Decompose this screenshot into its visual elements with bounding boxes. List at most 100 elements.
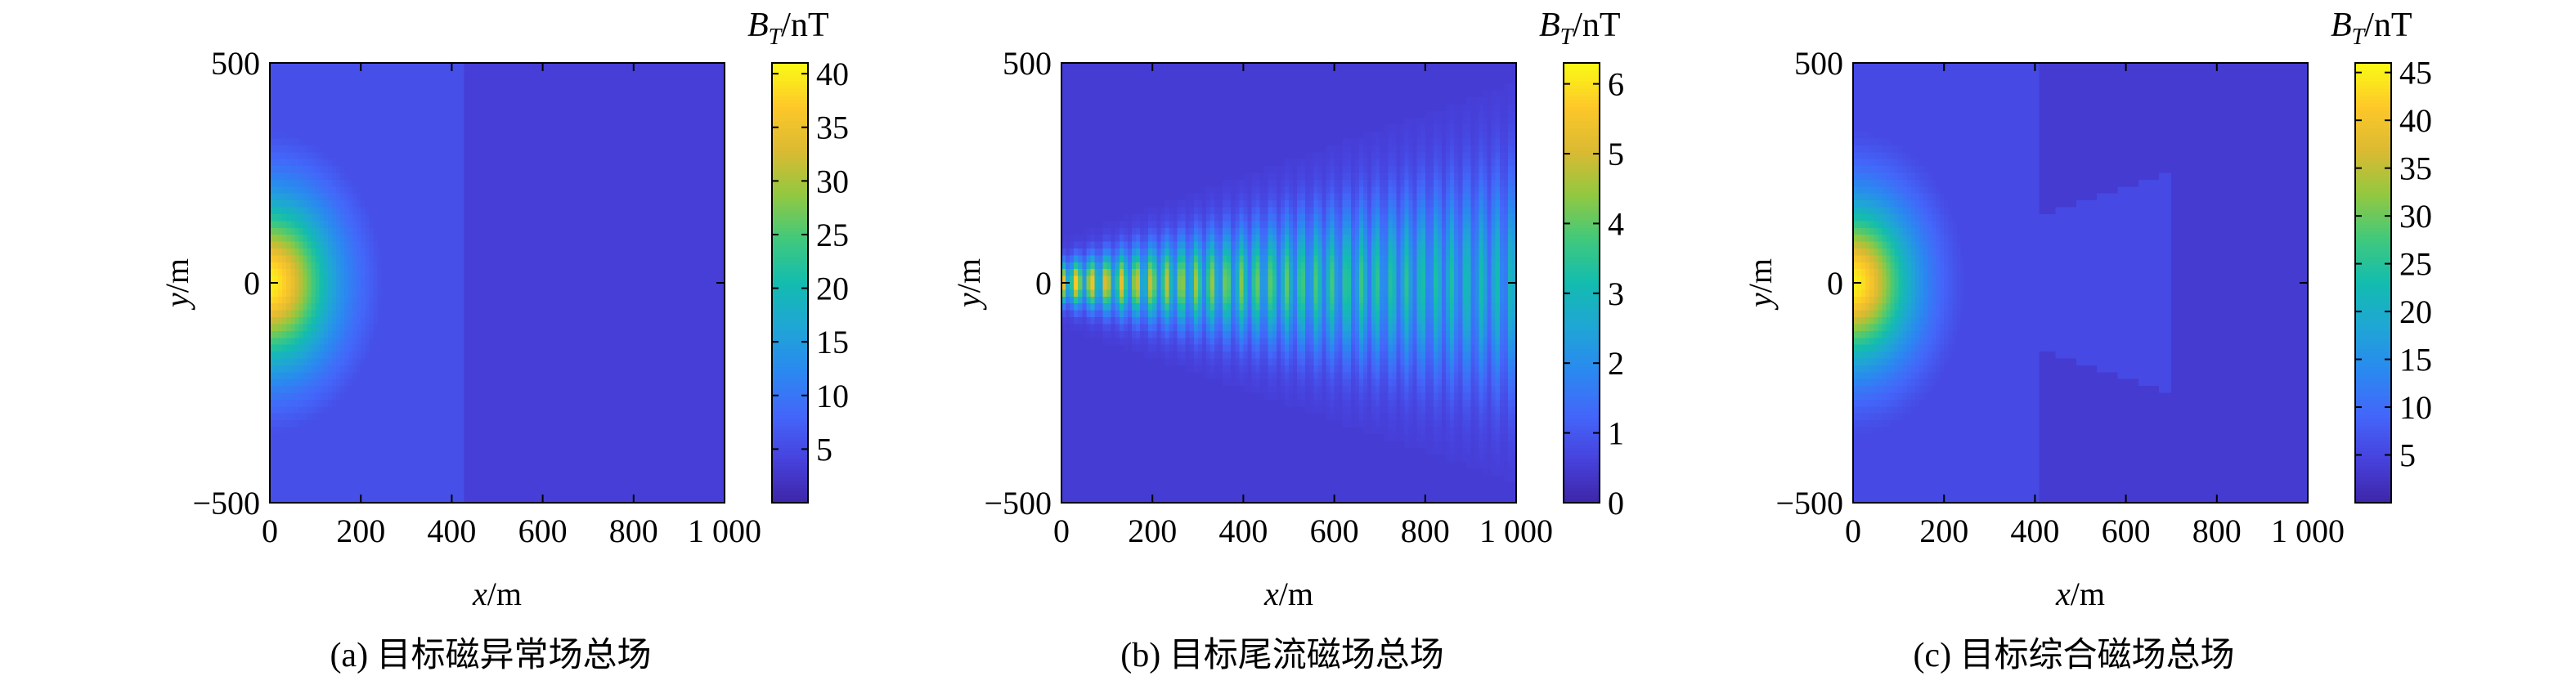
heatmap-cell (348, 200, 353, 208)
heatmap-cell (414, 427, 420, 435)
heatmap-cell (423, 420, 428, 428)
heatmap-cell (385, 399, 391, 407)
heatmap-cell (447, 63, 452, 71)
heatmap-cell (270, 289, 275, 298)
heatmap-cell (464, 235, 469, 243)
heatmap-cell (588, 386, 593, 394)
heatmap-cell (348, 495, 353, 504)
heatmap-cell (423, 495, 428, 504)
heatmap-cell (497, 495, 502, 504)
heatmap-cell (327, 255, 333, 263)
heatmap-cell (307, 399, 312, 407)
heatmap-cell (389, 235, 395, 243)
heatmap-cell (319, 255, 325, 263)
heatmap-cell (588, 200, 593, 208)
heatmap-cell (518, 365, 523, 373)
heatmap-cell (315, 461, 321, 469)
heatmap-cell (488, 241, 494, 249)
heatmap-cell (389, 454, 395, 463)
heatmap-cell (567, 454, 572, 463)
heatmap-cell (439, 110, 444, 119)
heatmap-cell (323, 235, 329, 243)
heatmap-cell (472, 433, 478, 441)
heatmap-cell (472, 269, 478, 277)
heatmap-cell (327, 310, 333, 318)
heatmap-cell (571, 372, 577, 380)
heatmap-cell (335, 386, 341, 394)
heatmap-cell (393, 481, 399, 490)
heatmap-cell (480, 392, 486, 401)
heatmap-cell (418, 110, 424, 119)
heatmap-cell (567, 468, 572, 476)
heatmap-cell (427, 110, 432, 119)
heatmap-cell (559, 159, 564, 167)
heatmap-cell (538, 110, 544, 119)
heatmap-cell (492, 310, 498, 318)
heatmap-cell (282, 145, 287, 153)
heatmap-cell (331, 241, 337, 249)
heatmap-cell (298, 433, 304, 441)
heatmap-cell (550, 69, 556, 78)
heatmap-cell (369, 172, 374, 181)
heatmap-cell (588, 124, 593, 132)
heatmap-cell (554, 269, 560, 277)
heatmap-cell (522, 118, 527, 126)
heatmap-cell (580, 447, 585, 455)
heatmap-cell (522, 200, 527, 208)
heatmap-cell (365, 351, 370, 360)
heatmap-cell (290, 159, 295, 167)
heatmap-cell (270, 481, 275, 490)
heatmap-cell (563, 324, 568, 332)
heatmap-cell (410, 104, 415, 112)
heatmap-cell (435, 90, 440, 98)
heatmap-cell (274, 118, 279, 126)
heatmap-cell (435, 358, 440, 366)
heatmap-cell (393, 447, 399, 455)
heatmap-cell (563, 213, 568, 222)
heatmap-cell (431, 310, 436, 318)
heatmap-cell (530, 76, 536, 84)
heatmap-cell (389, 193, 395, 201)
heatmap-cell (518, 399, 523, 407)
heatmap-cell (476, 145, 482, 153)
heatmap-cell (369, 227, 374, 235)
heatmap-cell (542, 365, 548, 373)
heatmap-cell (530, 489, 536, 497)
heatmap-cell (468, 338, 473, 346)
heatmap-cell (348, 386, 353, 394)
heatmap-cell (377, 132, 383, 140)
heatmap-cell (492, 481, 498, 490)
heatmap-cell (488, 441, 494, 449)
heatmap-cell (584, 406, 589, 414)
heatmap-cell (303, 441, 308, 449)
heatmap-cell (298, 124, 304, 132)
heatmap-cell (365, 269, 370, 277)
heatmap-cell (339, 441, 345, 449)
heatmap-cell (439, 186, 444, 195)
heatmap-cell (427, 399, 432, 407)
heatmap-cell (427, 420, 432, 428)
heatmap-cell (427, 406, 432, 414)
heatmap-cell (559, 248, 564, 256)
heatmap-cell (286, 207, 291, 215)
heatmap-cell (576, 324, 581, 332)
heatmap-cell (290, 248, 295, 256)
heatmap-cell (327, 138, 333, 146)
heatmap-cell (319, 186, 325, 195)
heatmap-cell (343, 283, 349, 291)
heatmap-cell (298, 386, 304, 394)
heatmap-cell (402, 386, 407, 394)
heatmap-cell (546, 207, 552, 215)
heatmap-cell (357, 255, 361, 263)
heatmap-cell (460, 303, 465, 311)
heatmap-cell (319, 227, 325, 235)
heatmap-cell (571, 213, 577, 222)
heatmap-cell (492, 110, 498, 119)
heatmap-cell (278, 489, 283, 497)
heatmap-cell (488, 172, 494, 181)
heatmap-cell (571, 235, 577, 243)
heatmap-cell (505, 193, 510, 201)
heatmap-cell (323, 152, 329, 160)
heatmap-cell (526, 358, 532, 366)
heatmap-cell (323, 413, 329, 421)
